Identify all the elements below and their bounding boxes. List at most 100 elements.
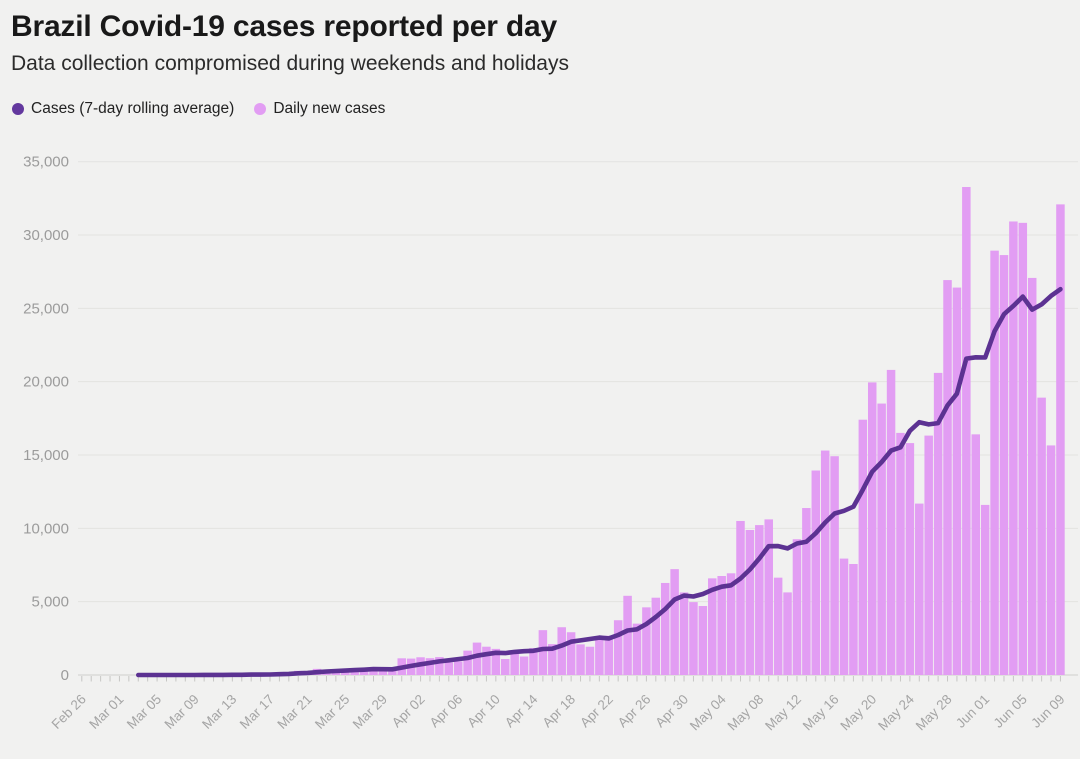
legend-label: Daily new cases (273, 99, 386, 117)
x-axis-tick-label: Jun 05 (991, 692, 1030, 731)
daily-cases-bar[interactable] (623, 595, 632, 675)
y-axis-tick-label: 5,000 (31, 594, 69, 611)
daily-cases-bar[interactable] (877, 403, 886, 675)
daily-cases-bar[interactable] (538, 630, 548, 675)
daily-cases-bar[interactable] (482, 646, 491, 675)
daily-cases-bar[interactable] (745, 529, 755, 675)
daily-cases-bar[interactable] (849, 563, 858, 675)
daily-cases-bar[interactable] (576, 644, 585, 675)
chart-subtitle: Data collection compromised during weeke… (11, 51, 569, 75)
daily-cases-bar[interactable] (971, 434, 981, 675)
y-axis-tick-label: 15,000 (23, 447, 69, 464)
daily-cases-bar[interactable] (595, 638, 604, 675)
daily-cases-bar[interactable] (660, 582, 670, 675)
daily-cases-bar[interactable] (1027, 277, 1037, 675)
x-axis-tick-label: Apr 06 (427, 692, 466, 731)
daily-cases-bar[interactable] (773, 577, 783, 675)
daily-cases-bar[interactable] (1056, 204, 1065, 676)
daily-cases-bar[interactable] (519, 656, 529, 675)
x-axis-tick-label: May 08 (725, 692, 767, 734)
daily-cases-bar[interactable] (632, 623, 642, 675)
x-axis-tick-label: Jun 01 (953, 692, 992, 731)
daily-cases-bar[interactable] (755, 525, 764, 675)
daily-cases-bar[interactable] (613, 620, 623, 675)
daily-cases-bar[interactable] (858, 419, 868, 675)
daily-cases-bar[interactable] (962, 187, 971, 676)
daily-cases-bar[interactable] (1018, 222, 1028, 676)
daily-cases-bar[interactable] (783, 592, 792, 675)
x-axis-tick-label: May 12 (762, 692, 804, 734)
daily-cases-bar[interactable] (501, 659, 510, 675)
daily-cases-bar[interactable] (1037, 397, 1046, 675)
x-axis-tick-label: Feb 26 (49, 692, 89, 732)
daily-cases-bar[interactable] (820, 450, 830, 675)
daily-cases-bar[interactable] (980, 504, 990, 675)
daily-cases-bar[interactable] (378, 669, 388, 675)
page-title: Brazil Covid-19 cases reported per day (11, 10, 557, 43)
daily-cases-bar[interactable] (679, 592, 689, 675)
daily-cases-bar[interactable] (952, 287, 962, 675)
daily-cases-bar[interactable] (698, 605, 708, 675)
daily-cases-bar[interactable] (566, 632, 576, 675)
daily-cases-bar[interactable] (708, 578, 717, 675)
x-axis-tick-label: Mar 17 (237, 692, 277, 732)
daily-cases-bar[interactable] (867, 382, 877, 675)
daily-cases-bar[interactable] (585, 646, 595, 675)
daily-cases-bar[interactable] (670, 569, 679, 675)
daily-cases-bar[interactable] (839, 558, 849, 675)
daily-cases-bar[interactable] (736, 520, 745, 675)
daily-cases-bar[interactable] (435, 657, 444, 675)
daily-cases-bar[interactable] (463, 650, 472, 675)
daily-cases-bar[interactable] (943, 280, 952, 675)
daily-cases-bar[interactable] (717, 576, 726, 675)
daily-cases-bar[interactable] (896, 432, 905, 675)
x-axis-tick-label: May 24 (875, 691, 917, 733)
daily-cases-bar[interactable] (453, 661, 463, 675)
y-axis-tick-label: 35,000 (23, 154, 69, 171)
daily-cases-bar[interactable] (933, 372, 943, 675)
daily-cases-bar[interactable] (811, 470, 821, 675)
x-axis-tick-label: May 16 (800, 692, 842, 734)
daily-cases-bar[interactable] (1009, 221, 1018, 676)
daily-cases-bar[interactable] (604, 635, 614, 675)
daily-cases-bar[interactable] (369, 667, 378, 675)
daily-cases-bar[interactable] (557, 627, 566, 675)
x-axis-tick-label: Mar 13 (199, 692, 239, 732)
daily-cases-bar[interactable] (548, 644, 557, 675)
y-axis-labels: 0 5,000 10,000 15,000 20,000 25,000 30,000 35,0… (23, 154, 69, 684)
y-axis-tick-label: 25,000 (23, 300, 69, 317)
x-axis-tick-label: Apr 02 (389, 692, 428, 731)
daily-cases-bar[interactable] (642, 607, 651, 675)
daily-cases-bar[interactable] (651, 597, 661, 675)
x-axis-tick-label: Jun 09 (1028, 692, 1067, 731)
daily-cases-bar[interactable] (990, 250, 999, 676)
daily-cases-bar[interactable] (830, 456, 839, 675)
daily-cases-bar[interactable] (905, 443, 915, 675)
daily-cases-dot-icon (254, 102, 267, 115)
daily-cases-bar[interactable] (689, 602, 698, 675)
daily-cases-bar[interactable] (726, 573, 736, 675)
x-axis-tick-label: May 04 (687, 691, 729, 733)
daily-cases-bar[interactable] (472, 642, 482, 675)
daily-cases-bar[interactable] (802, 508, 811, 675)
daily-cases-bar[interactable] (915, 503, 924, 675)
rolling-average-dot-icon (12, 102, 24, 115)
x-axis-tick-label: Apr 30 (652, 692, 691, 731)
x-axis-ticks (81, 676, 1061, 682)
daily-cases-bar[interactable] (999, 255, 1009, 675)
daily-cases-bar[interactable] (924, 435, 933, 675)
daily-cases-bar[interactable] (510, 653, 519, 675)
daily-cases-bar[interactable] (425, 658, 435, 675)
daily-cases-bar[interactable] (388, 670, 397, 675)
daily-cases-bar[interactable] (491, 648, 501, 675)
daily-cases-bar[interactable] (529, 648, 538, 675)
daily-cases-bar[interactable] (444, 662, 454, 675)
x-axis-tick-label: Mar 29 (350, 692, 390, 732)
daily-cases-bar[interactable] (764, 519, 773, 675)
x-axis-tick-label: Mar 01 (86, 692, 126, 732)
daily-cases-bar[interactable] (886, 369, 896, 675)
daily-cases-bar[interactable] (1046, 445, 1056, 675)
daily-cases-bar[interactable] (792, 539, 802, 675)
x-axis-tick-label: Mar 25 (312, 692, 352, 732)
